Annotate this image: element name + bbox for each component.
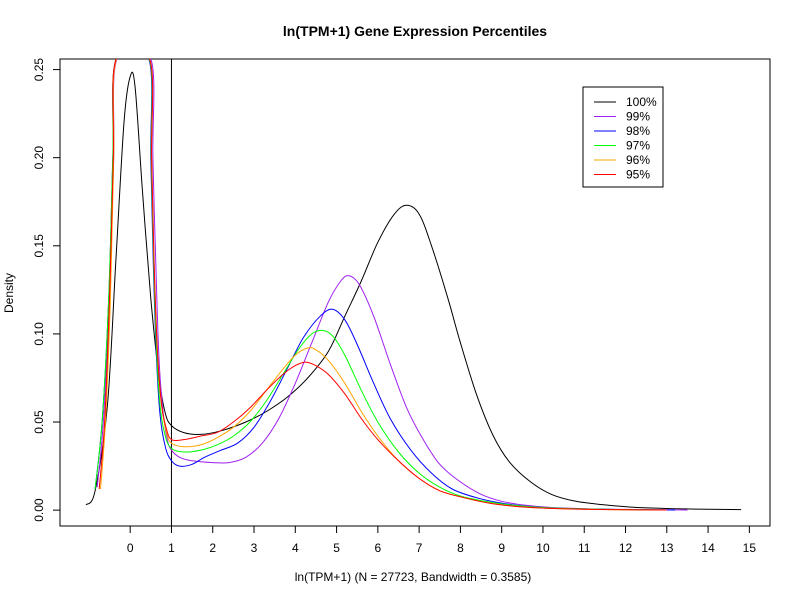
chart-title: ln(TPM+1) Gene Expression Percentiles — [283, 23, 547, 39]
legend-label: 96% — [626, 153, 650, 167]
y-axis-title: Density — [2, 273, 16, 313]
legend-label: 100% — [626, 95, 657, 109]
x-tick-label: 5 — [333, 541, 340, 555]
series-line-96pct — [100, 59, 667, 511]
x-tick-label: 3 — [251, 541, 258, 555]
legend-label: 99% — [626, 110, 650, 124]
x-tick-label: 9 — [498, 541, 505, 555]
x-axis: 0 1 2 3 4 5 6 7 8 9 10 11 12 13 14 15 — [127, 525, 757, 555]
series-line-99pct — [96, 59, 688, 511]
y-tick-label: 0.00 — [32, 498, 46, 522]
x-tick-label: 8 — [457, 541, 464, 555]
legend: 100%99%98%97%96%95% — [582, 86, 664, 188]
x-tick-label: 12 — [619, 541, 633, 555]
legend-box — [582, 86, 664, 188]
legend-label: 97% — [626, 139, 650, 153]
x-tick-label: 10 — [536, 541, 550, 555]
x-tick-label: 0 — [127, 541, 134, 555]
x-tick-label: 15 — [743, 541, 757, 555]
x-tick-label: 13 — [660, 541, 674, 555]
y-tick-label: 0.10 — [32, 322, 46, 346]
x-tick-label: 7 — [416, 541, 423, 555]
x-tick-label: 2 — [209, 541, 216, 555]
series-line-95pct — [98, 59, 667, 511]
x-tick-label: 1 — [168, 541, 175, 555]
y-tick-label: 0.25 — [32, 58, 46, 82]
x-tick-label: 11 — [578, 541, 591, 555]
x-tick-label: 6 — [375, 541, 382, 555]
x-axis-title: ln(TPM+1) (N = 27723, Bandwidth = 0.3585… — [295, 570, 531, 584]
legend-label: 98% — [626, 124, 650, 138]
x-tick-label: 4 — [292, 541, 299, 555]
y-axis: 0.00 0.05 0.10 0.15 0.20 0.25 — [32, 58, 61, 522]
x-tick-label: 14 — [701, 541, 715, 555]
y-tick-label: 0.20 — [32, 146, 46, 170]
plot-area — [85, 59, 742, 526]
y-tick-label: 0.05 — [32, 410, 46, 434]
y-tick-label: 0.15 — [32, 234, 46, 258]
series-line-100pct — [85, 71, 742, 511]
legend-label: 95% — [626, 168, 650, 182]
